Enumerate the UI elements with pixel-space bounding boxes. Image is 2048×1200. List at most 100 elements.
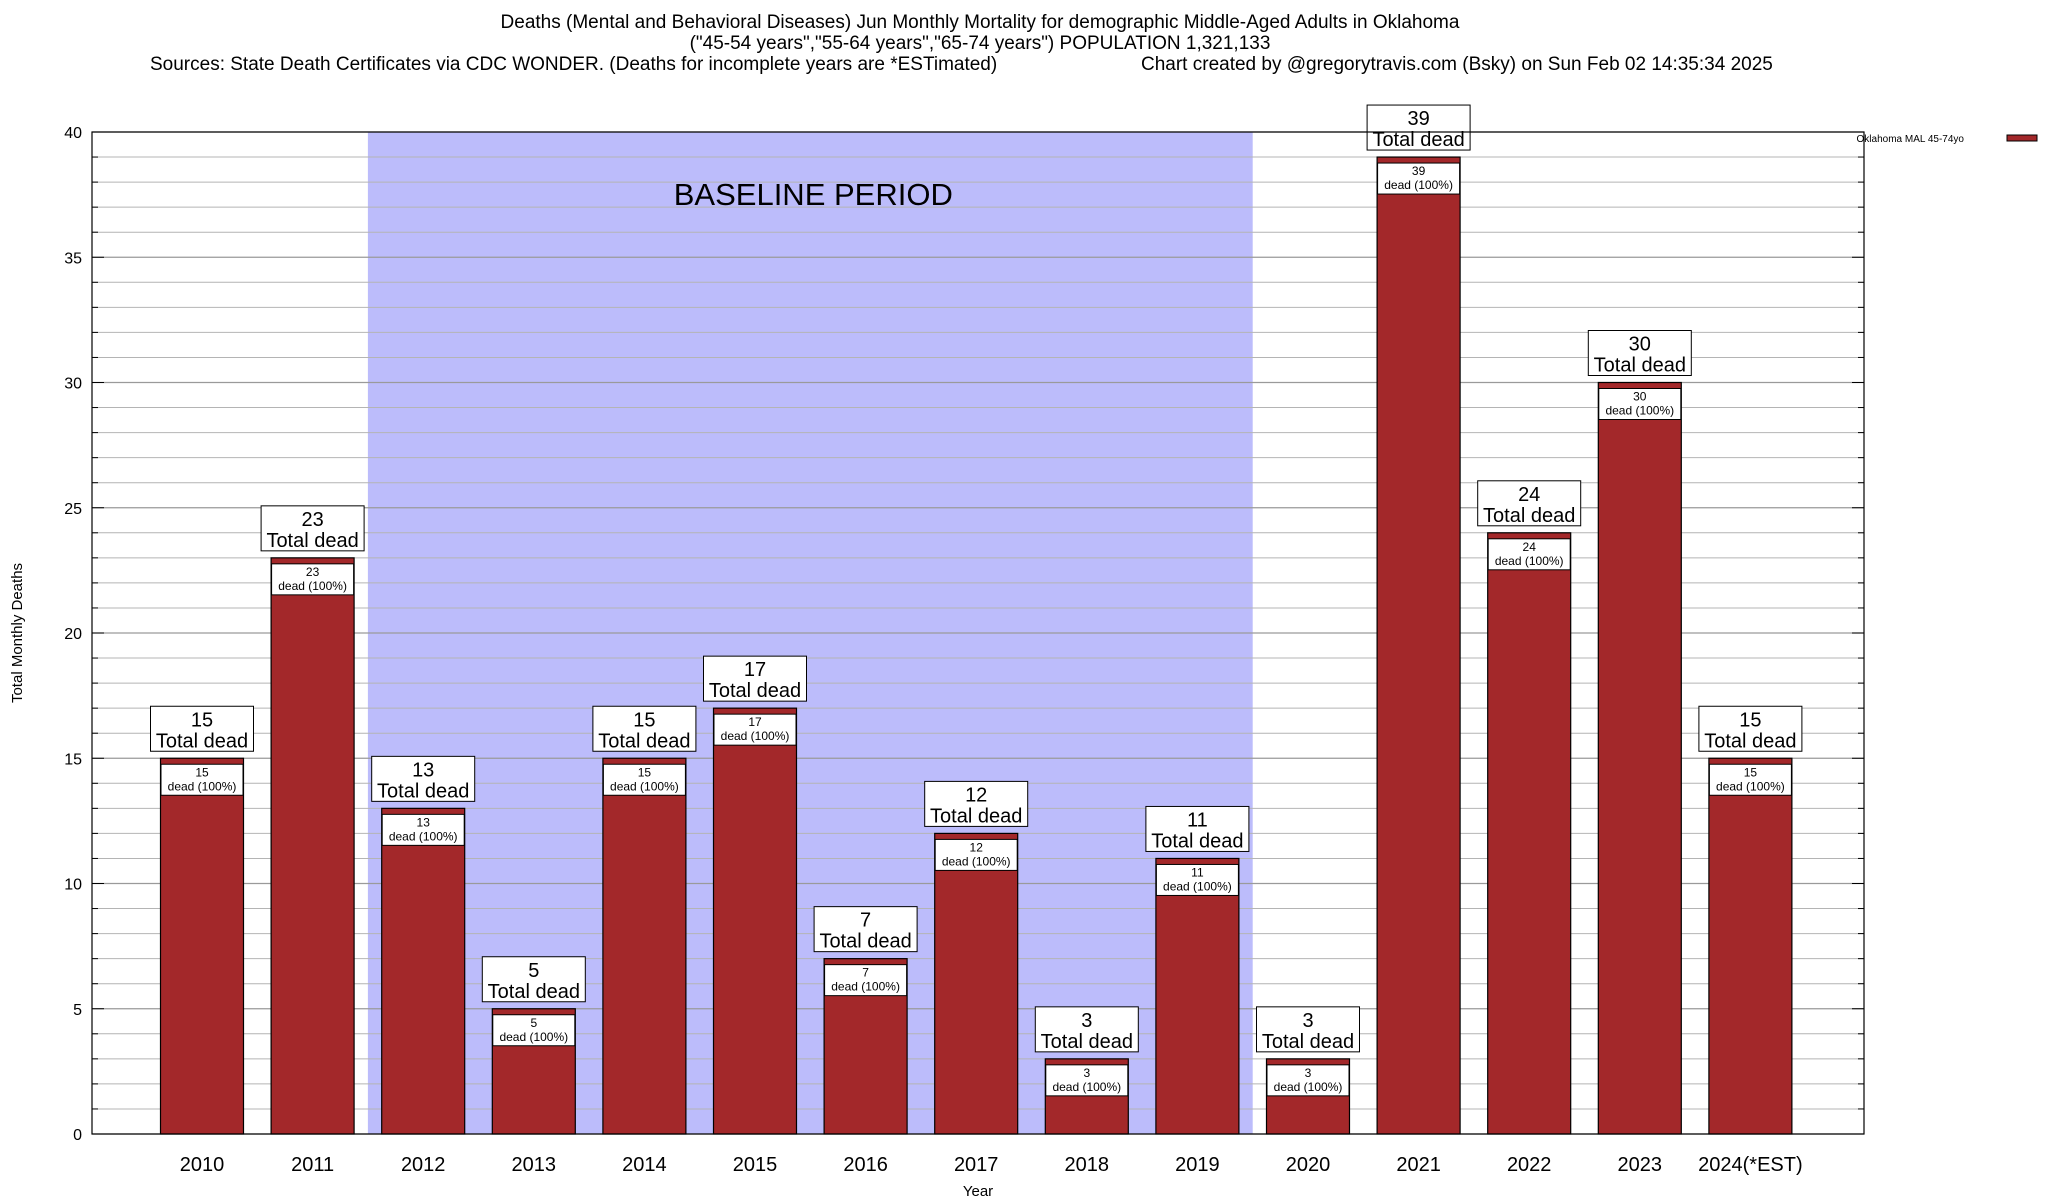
- chart-source-note: Sources: State Death Certificates via CD…: [150, 54, 998, 75]
- bar-inner-label-box: [602, 763, 686, 796]
- bar-inner-dead-label: dead (100%): [721, 729, 790, 743]
- bar-top-label-box: [371, 755, 476, 802]
- bar: [1597, 381, 1682, 1135]
- bar-inner-value-label: 15: [195, 765, 209, 779]
- bar-inner-dead-label: dead (100%): [942, 854, 1011, 868]
- bar-top-label-box: [1366, 104, 1471, 151]
- bar-inner-dead-label: dead (100%): [389, 829, 458, 843]
- x-tick-label: 2020: [1286, 1154, 1331, 1176]
- bar-top-label-box: [1477, 480, 1582, 527]
- y-tick-label: 30: [64, 376, 82, 393]
- bar-top-value-label: 23: [301, 509, 323, 531]
- bar-top-value-label: 15: [1739, 709, 1761, 731]
- bar-inner-value-label: 17: [748, 715, 762, 729]
- bar-inner-value-label: 15: [638, 765, 652, 779]
- bar-inner-value-label: 11: [1191, 865, 1204, 879]
- x-tick-label: 2011: [291, 1154, 334, 1176]
- bar: [270, 557, 355, 1135]
- bar-top-total-label: Total dead: [1594, 355, 1686, 377]
- bar-top-value-label: 39: [1407, 108, 1429, 130]
- bar-inner-dead-label: dead (100%): [831, 980, 900, 994]
- y-tick-label: 25: [64, 501, 82, 518]
- bar-inner-dead-label: dead (100%): [499, 1030, 568, 1044]
- bar-top-label-box: [481, 956, 586, 1003]
- chart-title: Deaths (Mental and Behavioral Diseases) …: [500, 12, 1460, 33]
- x-tick-label: 2016: [843, 1154, 888, 1176]
- bar-top-label-box: [260, 505, 365, 552]
- bar-inner-value-label: 13: [417, 815, 431, 829]
- y-tick-label: 20: [64, 626, 82, 643]
- bar-top-value-label: 5: [528, 960, 539, 982]
- bar-top-label-box: [813, 906, 918, 953]
- bar-inner-dead-label: dead (100%): [168, 779, 237, 793]
- bar-top-label-box: [1587, 330, 1692, 376]
- bar-inner-label-box: [713, 713, 797, 746]
- bar-top-value-label: 7: [860, 910, 871, 932]
- x-tick-label: 2017: [954, 1154, 999, 1176]
- bar-inner-dead-label: dead (100%): [1274, 1080, 1343, 1094]
- bar-inner-dead-label: dead (100%): [610, 779, 679, 793]
- bar: [712, 707, 798, 1135]
- bar-inner-label-box: [271, 563, 355, 596]
- bar-top-value-label: 12: [965, 784, 987, 806]
- bar-inner-value-label: 24: [1523, 540, 1537, 554]
- bar-inner-label-box: [381, 813, 465, 846]
- bar-top-label-box: [592, 705, 697, 752]
- bar-inner-value-label: 5: [530, 1016, 537, 1030]
- y-tick-label: 5: [73, 1002, 82, 1019]
- bar-top-total-label: Total dead: [930, 805, 1022, 827]
- bar-top-total-label: Total dead: [1151, 830, 1243, 852]
- bar-inner-value-label: 23: [306, 565, 320, 579]
- bar-top-value-label: 3: [1081, 1010, 1092, 1032]
- bar-inner-dead-label: dead (100%): [1384, 178, 1453, 192]
- bar-top-total-label: Total dead: [1372, 129, 1464, 151]
- bar-top-label-box: [1034, 1006, 1139, 1053]
- bar-inner-value-label: 3: [1305, 1066, 1312, 1080]
- x-tick-label: 2022: [1507, 1154, 1552, 1176]
- bar-top-total-label: Total dead: [377, 780, 469, 802]
- x-tick-label: 2019: [1175, 1154, 1220, 1176]
- x-tick-label: 2015: [733, 1154, 778, 1176]
- bar-inner-label-box: [1045, 1064, 1129, 1097]
- plot-border: [91, 131, 1865, 1135]
- legend: Oklahoma MAL 45-74yo: [1857, 134, 2038, 145]
- bar-top-value-label: 15: [191, 709, 213, 731]
- bar-top-total-label: Total dead: [1262, 1031, 1354, 1053]
- bar-top-label-box: [703, 655, 807, 702]
- bar-inner-value-label: 12: [970, 840, 984, 854]
- bar-top-value-label: 13: [412, 759, 434, 781]
- y-tick-label: 0: [73, 1127, 82, 1144]
- bar-top-value-label: 11: [1187, 809, 1208, 831]
- bar-inner-label-box: [1155, 863, 1239, 896]
- x-tick-label: 2023: [1618, 1154, 1663, 1176]
- bar-inner-label-box: [1487, 538, 1571, 571]
- bar-top-label-box: [150, 705, 254, 752]
- bar-inner-value-label: 3: [1083, 1066, 1090, 1080]
- chart-subtitle: ("45-54 years","55-64 years","65-74 year…: [689, 33, 1271, 54]
- bar: [1376, 156, 1461, 1135]
- bar-inner-dead-label: dead (100%): [1605, 404, 1674, 418]
- bar-top-label-box: [924, 780, 1029, 827]
- bar-top-label-box: [1145, 805, 1250, 852]
- bar-inner-dead-label: dead (100%): [1495, 554, 1564, 568]
- bar-inner-label-box: [1708, 763, 1792, 796]
- bar-top-value-label: 3: [1302, 1010, 1313, 1032]
- bar-top-total-label: Total dead: [598, 730, 690, 752]
- x-tick-label: 2018: [1065, 1154, 1110, 1176]
- x-tick-label: 2013: [512, 1154, 557, 1176]
- bar-inner-label-box: [1266, 1064, 1350, 1097]
- x-tick-label: 2024(*EST): [1698, 1154, 1803, 1176]
